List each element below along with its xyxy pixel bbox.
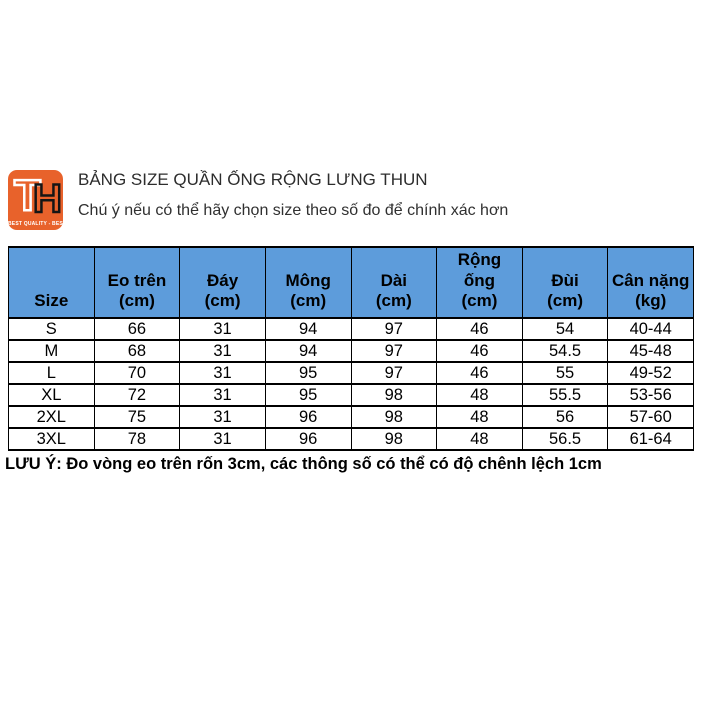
table-cell: 70 bbox=[93, 361, 181, 386]
table-row: L 70 31 95 97 46 55 49-52 bbox=[8, 361, 694, 386]
table-cell: 57-60 bbox=[607, 405, 694, 430]
column-header: Size bbox=[8, 245, 95, 320]
table-cell: 31 bbox=[179, 383, 266, 408]
table-cell: 31 bbox=[179, 427, 266, 452]
table-cell: 97 bbox=[350, 339, 438, 364]
logo-letter-h: H bbox=[32, 177, 63, 221]
table-cell: 72 bbox=[93, 383, 181, 408]
column-header: Đùi (cm) bbox=[521, 245, 609, 320]
column-header: Cân nặng (kg) bbox=[607, 245, 694, 320]
note-text: LƯU Ý: Đo vòng eo trên rốn 3cm, các thôn… bbox=[5, 455, 602, 473]
table-row: 2XL 75 31 96 98 48 56 57-60 bbox=[8, 405, 694, 430]
table-cell: 48 bbox=[436, 427, 523, 452]
page-subtitle: Chú ý nếu có thể hãy chọn size theo số đ… bbox=[78, 202, 509, 219]
table-cell: 49-52 bbox=[607, 361, 694, 386]
table-cell: 2XL bbox=[8, 405, 95, 430]
table-cell: 95 bbox=[264, 361, 352, 386]
table-cell: 98 bbox=[350, 383, 438, 408]
table-cell: L bbox=[8, 361, 95, 386]
table-body: S 66 31 94 97 46 54 40-44 M 68 31 94 97 46 54.5 45-48 L 7… bbox=[8, 317, 694, 452]
table-cell: 48 bbox=[436, 383, 523, 408]
table-header: Size Eo trên (cm) Đáy (cm) Mông (cm) Dài (cm… bbox=[8, 245, 694, 320]
table-cell: 96 bbox=[264, 405, 352, 430]
brand-logo: T H BEST QUALITY - BEST PRICE bbox=[8, 170, 63, 230]
table-row: XL 72 31 95 98 48 55.5 53-56 bbox=[8, 383, 694, 408]
table-cell: 68 bbox=[93, 339, 181, 364]
table-cell: 46 bbox=[436, 361, 523, 386]
table-cell: 95 bbox=[264, 383, 352, 408]
table-cell: 98 bbox=[350, 405, 438, 430]
table-cell: 98 bbox=[350, 427, 438, 452]
table-cell: 54.5 bbox=[521, 339, 609, 364]
table-cell: 31 bbox=[179, 405, 266, 430]
table-cell: 46 bbox=[436, 339, 523, 364]
table-cell: M bbox=[8, 339, 95, 364]
table-cell: 55.5 bbox=[521, 383, 609, 408]
table-cell: 75 bbox=[93, 405, 181, 430]
table-cell: 97 bbox=[350, 317, 438, 342]
size-table: Size Eo trên (cm) Đáy (cm) Mông (cm) Dài (cm… bbox=[8, 245, 694, 452]
table-header-row: Size Eo trên (cm) Đáy (cm) Mông (cm) Dài (cm… bbox=[8, 245, 694, 320]
table-row: 3XL 78 31 96 98 48 56.5 61-64 bbox=[8, 427, 694, 452]
table-cell: 46 bbox=[436, 317, 523, 342]
table-cell: 53-56 bbox=[607, 383, 694, 408]
column-header: Mông (cm) bbox=[264, 245, 352, 320]
table-cell: 55 bbox=[521, 361, 609, 386]
table-cell: 54 bbox=[521, 317, 609, 342]
table-cell: 45-48 bbox=[607, 339, 694, 364]
table-cell: 48 bbox=[436, 405, 523, 430]
column-header: Dài (cm) bbox=[350, 245, 438, 320]
page-title: BẢNG SIZE QUẦN ỐNG RỘNG LƯNG THUN bbox=[78, 170, 428, 189]
logo-letter-t: T bbox=[13, 171, 42, 220]
table-cell: 97 bbox=[350, 361, 438, 386]
table-cell: 31 bbox=[179, 339, 266, 364]
table-cell: S bbox=[8, 317, 95, 342]
table-cell: 31 bbox=[179, 317, 266, 342]
table-cell: 40-44 bbox=[607, 317, 694, 342]
table-cell: 31 bbox=[179, 361, 266, 386]
table-cell: 96 bbox=[264, 427, 352, 452]
table-cell: 61-64 bbox=[607, 427, 694, 452]
table-cell: XL bbox=[8, 383, 95, 408]
table-row: S 66 31 94 97 46 54 40-44 bbox=[8, 317, 694, 342]
table-cell: 66 bbox=[93, 317, 181, 342]
logo-tagline: BEST QUALITY - BEST PRICE bbox=[8, 221, 63, 227]
table-cell: 94 bbox=[264, 317, 352, 342]
table-cell: 94 bbox=[264, 339, 352, 364]
table-cell: 3XL bbox=[8, 427, 95, 452]
table-cell: 78 bbox=[93, 427, 181, 452]
table-cell: 56.5 bbox=[521, 427, 609, 452]
table-cell: 56 bbox=[521, 405, 609, 430]
table-row: M 68 31 94 97 46 54.5 45-48 bbox=[8, 339, 694, 364]
column-header: Rộng ống (cm) bbox=[436, 245, 523, 320]
column-header: Đáy (cm) bbox=[179, 245, 266, 320]
column-header: Eo trên (cm) bbox=[93, 245, 181, 320]
